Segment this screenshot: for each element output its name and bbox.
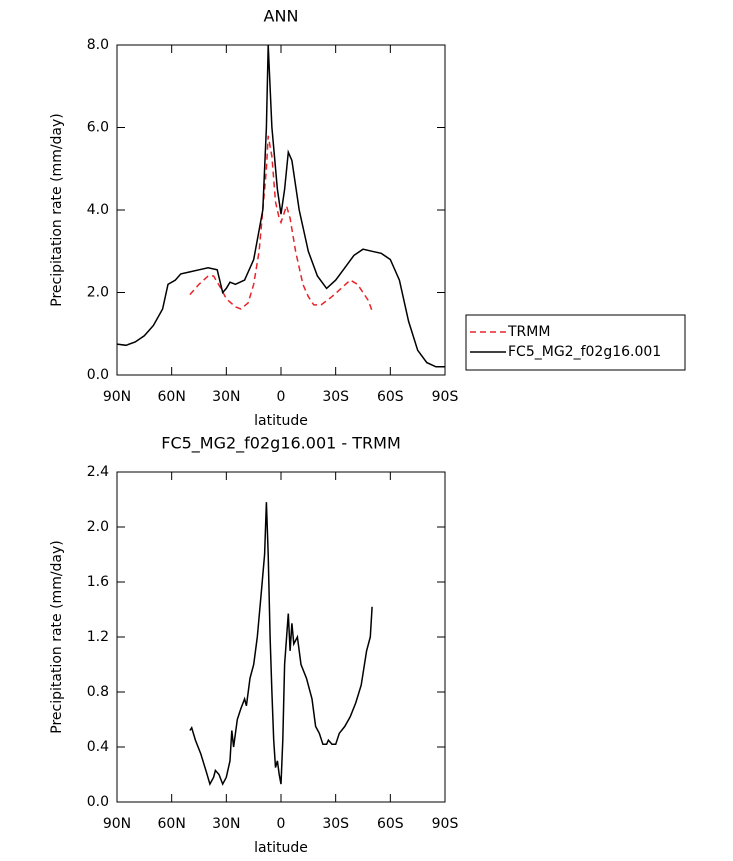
x-tick-label: 30S xyxy=(322,816,349,832)
x-tick-label: 30S xyxy=(322,389,349,405)
x-tick-label: 90N xyxy=(103,389,131,405)
x-tick-label: 60S xyxy=(377,816,404,832)
plot-frame xyxy=(116,471,446,803)
x-tick-label: 60N xyxy=(158,389,186,405)
x-tick-label: 0 xyxy=(277,389,286,405)
legend-box xyxy=(465,314,686,371)
x-tick-label: 30N xyxy=(212,816,240,832)
y-tick-label: 6.0 xyxy=(87,120,109,136)
y-tick-label: 2.0 xyxy=(87,519,109,535)
x-tick-label: 90N xyxy=(103,816,131,832)
x-tick-label: 60N xyxy=(158,816,186,832)
x-tick-label: 30N xyxy=(212,389,240,405)
y-tick-label: 0.0 xyxy=(87,794,109,810)
legend-label: FC5_MG2_f02g16.001 xyxy=(508,344,661,360)
y-tick-label: 8.0 xyxy=(87,37,109,53)
y-tick-label: 2.0 xyxy=(87,285,109,301)
x-tick-label: 90S xyxy=(432,816,459,832)
y-tick-label: 0.4 xyxy=(87,739,109,755)
y-tick-label: 1.2 xyxy=(87,629,109,645)
x-axis-label: latitude xyxy=(254,413,308,429)
chart-title: ANN xyxy=(264,7,299,26)
y-tick-label: 0.8 xyxy=(87,684,109,700)
data-line xyxy=(189,502,373,787)
data-line xyxy=(116,44,445,368)
legend-label: TRMM xyxy=(507,324,550,340)
y-axis-label: Precipitation rate (mm/day) xyxy=(49,540,65,734)
x-tick-label: 90S xyxy=(432,389,459,405)
y-tick-label: 1.6 xyxy=(87,574,109,590)
x-tick-label: 0 xyxy=(277,816,286,832)
x-axis-label: latitude xyxy=(254,840,308,856)
y-tick-label: 2.4 xyxy=(87,464,109,480)
y-axis-label: Precipitation rate (mm/day) xyxy=(49,113,65,307)
x-tick-label: 60S xyxy=(377,389,404,405)
chart-title: FC5_MG2_f02g16.001 - TRMM xyxy=(161,434,401,454)
data-line xyxy=(189,135,373,312)
y-tick-label: 0.0 xyxy=(87,367,109,383)
y-tick-label: 4.0 xyxy=(87,202,109,218)
